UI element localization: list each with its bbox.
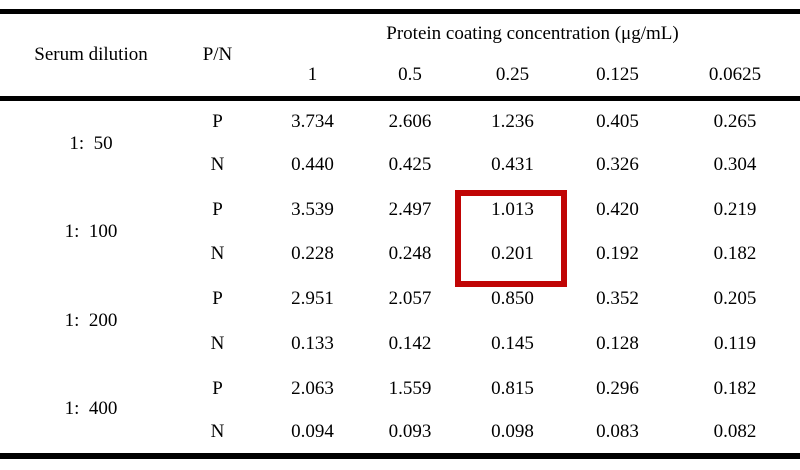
od-value-highlighted: 0.201 bbox=[491, 243, 534, 265]
pn-label: P bbox=[212, 377, 223, 399]
od-value: 0.119 bbox=[713, 332, 757, 354]
od-value: 0.128 bbox=[596, 332, 639, 354]
od-value: 0.440 bbox=[291, 154, 334, 176]
od-value: 0.182 bbox=[713, 377, 757, 399]
od-value: 0.296 bbox=[596, 377, 639, 399]
protein-coating-table: Serum dilution P/N Protein coating conce… bbox=[0, 9, 800, 459]
pn-label: N bbox=[210, 332, 225, 354]
table-body: 1: 50 P 3.734 2.606 1.236 0.405 0.265 N … bbox=[0, 99, 800, 457]
od-value: 0.205 bbox=[713, 288, 757, 310]
table-row: 1: 100 P 3.539 2.497 1.013 0.420 0.219 bbox=[0, 188, 800, 242]
od-value: 0.094 bbox=[291, 420, 334, 442]
od-value: 2.057 bbox=[388, 288, 432, 310]
od-value: 0.850 bbox=[491, 288, 534, 310]
dilution-cell-1-50: 1: 50 bbox=[69, 132, 113, 154]
pn-label: N bbox=[210, 420, 225, 442]
dilution-cell-1-400: 1: 400 bbox=[64, 398, 118, 420]
od-value: 3.539 bbox=[291, 198, 334, 220]
conc-header-0-25: 0.25 bbox=[495, 63, 530, 85]
pn-label: P bbox=[212, 110, 223, 132]
table-row: N 0.094 0.093 0.098 0.083 0.082 bbox=[0, 411, 800, 456]
pn-label: P bbox=[212, 288, 223, 310]
od-value: 0.431 bbox=[491, 154, 534, 176]
serum-dilution-header: Serum dilution bbox=[34, 43, 148, 65]
od-value: 0.425 bbox=[388, 154, 432, 176]
od-value: 0.083 bbox=[596, 420, 639, 442]
od-value: 0.093 bbox=[388, 420, 432, 442]
od-value: 0.352 bbox=[596, 288, 639, 310]
od-value-highlighted: 1.013 bbox=[491, 198, 534, 220]
od-value: 0.182 bbox=[713, 243, 757, 265]
od-value: 0.265 bbox=[713, 110, 757, 132]
dilution-cell-1-200: 1: 200 bbox=[64, 310, 118, 332]
od-value: 0.405 bbox=[596, 110, 639, 132]
od-value: 0.420 bbox=[596, 198, 639, 220]
od-value: 2.606 bbox=[388, 110, 432, 132]
table-row: 1: 200 P 2.951 2.057 0.850 0.352 0.205 bbox=[0, 277, 800, 331]
od-value: 2.063 bbox=[291, 377, 334, 399]
od-value: 0.098 bbox=[491, 420, 534, 442]
od-value: 0.326 bbox=[596, 154, 639, 176]
pn-label: N bbox=[210, 243, 225, 265]
od-value: 3.734 bbox=[291, 110, 334, 132]
conc-header-0-0625: 0.0625 bbox=[708, 63, 762, 85]
pn-label: N bbox=[210, 154, 225, 176]
pn-header: P/N bbox=[202, 43, 233, 65]
pn-label: P bbox=[212, 198, 223, 220]
od-value: 2.951 bbox=[291, 288, 334, 310]
protein-coating-group-header: Protein coating concentration (μg/mL) bbox=[386, 22, 679, 44]
table-header: Serum dilution P/N Protein coating conce… bbox=[0, 12, 800, 99]
dilution-cell-1-100: 1: 100 bbox=[64, 221, 118, 243]
conc-header-0-125: 0.125 bbox=[596, 63, 639, 85]
od-value: 0.145 bbox=[491, 332, 534, 354]
od-value: 1.236 bbox=[491, 110, 534, 132]
conc-header-1: 1 bbox=[307, 63, 318, 85]
table-row: N 0.440 0.425 0.431 0.326 0.304 bbox=[0, 143, 800, 188]
od-value: 0.142 bbox=[388, 332, 432, 354]
od-value: 0.133 bbox=[291, 332, 334, 354]
table-row: N 0.133 0.142 0.145 0.128 0.119 bbox=[0, 322, 800, 367]
od-value: 2.497 bbox=[388, 198, 432, 220]
od-value: 0.228 bbox=[291, 243, 334, 265]
table-row: N 0.228 0.248 0.201 0.192 0.182 bbox=[0, 233, 800, 278]
od-value: 0.815 bbox=[491, 377, 534, 399]
conc-header-0-5: 0.5 bbox=[398, 63, 422, 85]
od-value: 0.082 bbox=[713, 420, 757, 442]
od-value: 0.248 bbox=[388, 243, 432, 265]
od-value: 0.192 bbox=[596, 243, 639, 265]
od-value: 1.559 bbox=[388, 377, 432, 399]
od-value: 0.219 bbox=[713, 198, 757, 220]
table-row: 1: 400 P 2.063 1.559 0.815 0.296 0.182 bbox=[0, 367, 800, 420]
od-value: 0.304 bbox=[713, 154, 757, 176]
table-row: 1: 50 P 3.734 2.606 1.236 0.405 0.265 bbox=[0, 99, 800, 154]
